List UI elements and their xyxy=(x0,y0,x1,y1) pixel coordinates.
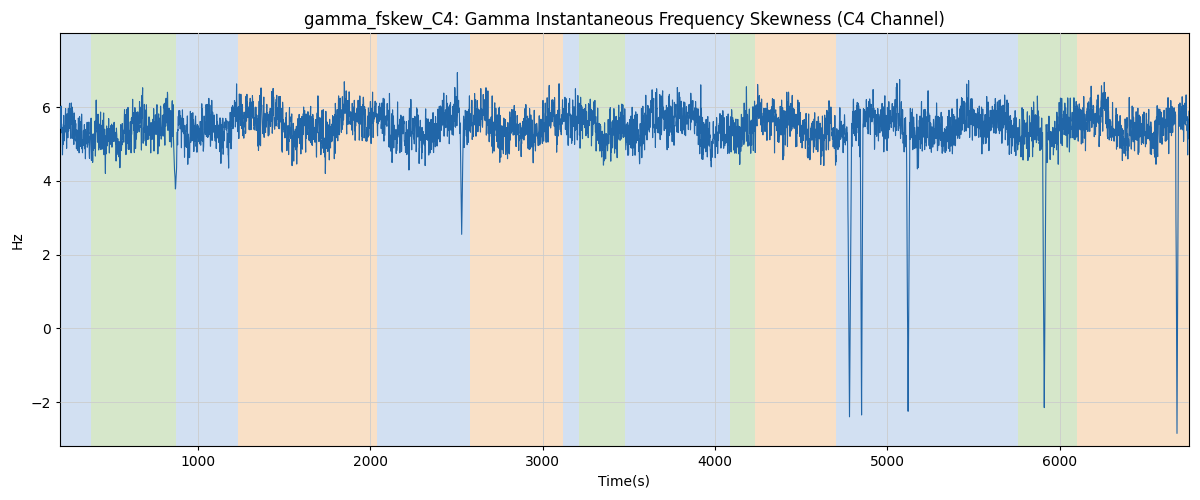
Bar xyxy=(625,34,731,447)
Bar xyxy=(91,34,175,447)
Bar xyxy=(175,34,238,447)
X-axis label: Time(s): Time(s) xyxy=(599,475,650,489)
Bar xyxy=(731,34,755,447)
Bar xyxy=(1076,34,1189,447)
Bar xyxy=(563,34,578,447)
Bar xyxy=(377,34,470,447)
Y-axis label: Hz: Hz xyxy=(11,231,25,248)
Bar xyxy=(60,34,91,447)
Bar xyxy=(470,34,563,447)
Bar xyxy=(835,34,1019,447)
Bar xyxy=(578,34,625,447)
Bar xyxy=(755,34,835,447)
Bar xyxy=(238,34,377,447)
Bar xyxy=(1019,34,1076,447)
Title: gamma_fskew_C4: Gamma Instantaneous Frequency Skewness (C4 Channel): gamma_fskew_C4: Gamma Instantaneous Freq… xyxy=(304,11,944,30)
